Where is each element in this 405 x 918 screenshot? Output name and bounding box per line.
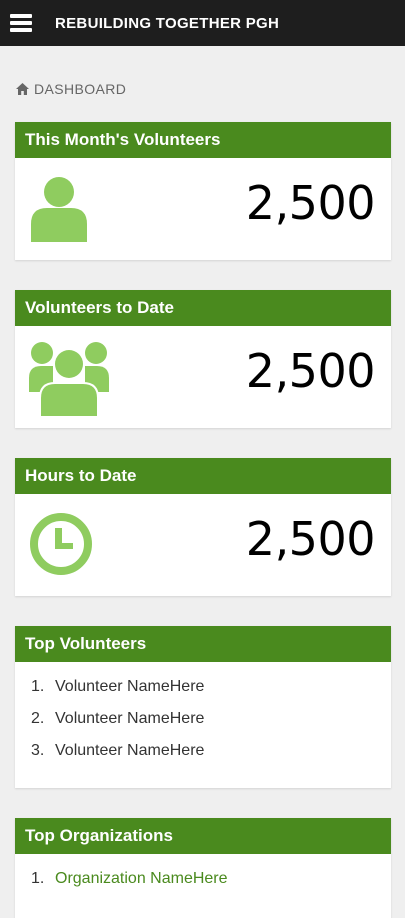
app-title: REBUILDING TOGETHER PGH xyxy=(55,14,280,32)
top-organizations-card: Top Organizations 1. Organization NameHe… xyxy=(15,818,391,918)
top-volunteers-card: Top Volunteers 1. Volunteer NameHere 2. … xyxy=(15,626,391,788)
stat-card-hours-to-date: Hours to Date 2,500 xyxy=(15,458,391,596)
stat-card-volunteers-to-date: Volunteers to Date 2,500 xyxy=(15,290,391,428)
stat-value: 2,500 xyxy=(245,176,376,230)
list-item: 3. Volunteer NameHere xyxy=(31,742,391,774)
list-item: 1. Organization NameHere xyxy=(31,870,391,902)
volunteer-name: Volunteer NameHere xyxy=(55,678,205,695)
rank-number: 2. xyxy=(31,710,45,727)
clock-icon xyxy=(30,513,92,575)
home-icon xyxy=(16,83,29,95)
top-volunteers-list: 1. Volunteer NameHere 2. Volunteer NameH… xyxy=(15,662,391,782)
person-icon xyxy=(31,177,87,242)
stat-body: 2,500 xyxy=(15,494,391,596)
top-bar: REBUILDING TOGETHER PGH xyxy=(0,0,405,46)
card-title: Hours to Date xyxy=(15,458,391,494)
top-organizations-list: 1. Organization NameHere xyxy=(15,854,391,910)
list-item: 1. Volunteer NameHere xyxy=(31,678,391,710)
organization-link[interactable]: Organization NameHere xyxy=(55,870,228,887)
breadcrumb: DASHBOARD xyxy=(16,81,126,97)
card-title: Top Organizations xyxy=(15,818,391,854)
stat-body: 2,500 xyxy=(15,158,391,260)
card-title: This Month's Volunteers xyxy=(15,122,391,158)
card-title: Top Volunteers xyxy=(15,626,391,662)
card-title: Volunteers to Date xyxy=(15,290,391,326)
volunteer-name: Volunteer NameHere xyxy=(55,742,205,759)
rank-number: 1. xyxy=(31,870,45,887)
hamburger-icon[interactable] xyxy=(10,14,32,32)
stat-card-monthly-volunteers: This Month's Volunteers 2,500 xyxy=(15,122,391,260)
stat-value: 2,500 xyxy=(245,512,376,566)
volunteer-name: Volunteer NameHere xyxy=(55,710,205,727)
stat-value: 2,500 xyxy=(245,344,376,398)
breadcrumb-label: DASHBOARD xyxy=(34,81,127,97)
rank-number: 1. xyxy=(31,678,45,695)
group-icon xyxy=(29,342,109,416)
rank-number: 3. xyxy=(31,742,45,759)
stat-body: 2,500 xyxy=(15,326,391,428)
list-item: 2. Volunteer NameHere xyxy=(31,710,391,742)
